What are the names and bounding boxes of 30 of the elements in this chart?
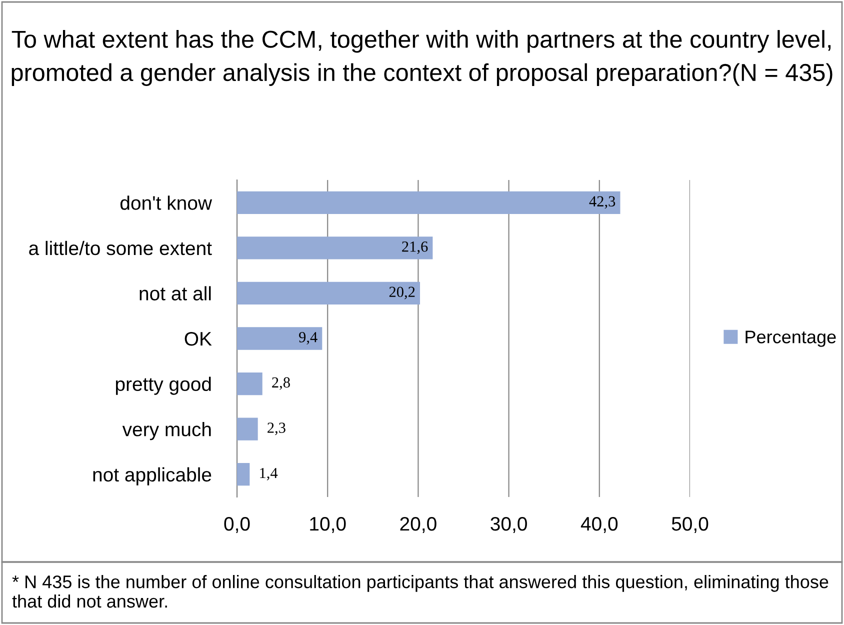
y-tick-label: very much <box>122 422 211 440</box>
y-tick-label: not at all <box>140 286 211 300</box>
y-tick-label: a little/to some extent <box>29 240 212 256</box>
legend-label: Percentage <box>746 330 836 347</box>
data-label: 2,8 <box>272 377 290 390</box>
data-label: 9,4 <box>299 332 318 345</box>
chart-title: To what extent has the CCM, together with with partners at the country level, promoted a gender analysis in the context of proposal preparation?(N = 435) <box>12 30 832 86</box>
y-tick-label: not applicable <box>93 467 212 486</box>
bar <box>237 372 262 396</box>
text: * N 435 is the number of online consultation participants that answered this question, eliminating those that did not answer. <box>12 575 828 608</box>
data-label: 20,2 <box>389 286 415 300</box>
bar <box>237 327 322 350</box>
data-label: 1,4 <box>260 468 278 480</box>
y-tick-label: OK <box>184 332 212 346</box>
bar <box>237 463 250 486</box>
data-label: 21,6 <box>402 241 428 254</box>
bar <box>237 191 620 214</box>
x-tick-label: 40,0 <box>580 516 618 534</box>
x-tick-label: 30,0 <box>490 516 527 534</box>
x-tick-label: 50,0 <box>672 516 708 534</box>
x-tick-label: 20,0 <box>400 516 436 534</box>
data-label: 2,3 <box>268 422 286 436</box>
x-tick-label: 0,0 <box>224 516 250 534</box>
bar <box>237 418 258 440</box>
bar <box>237 282 420 305</box>
x-tick-label: 10,0 <box>310 516 346 534</box>
y-tick-label: pretty good <box>116 376 211 395</box>
data-label: 42,3 <box>589 196 616 209</box>
bar <box>237 236 433 260</box>
y-tick-label: don't know <box>120 196 212 210</box>
